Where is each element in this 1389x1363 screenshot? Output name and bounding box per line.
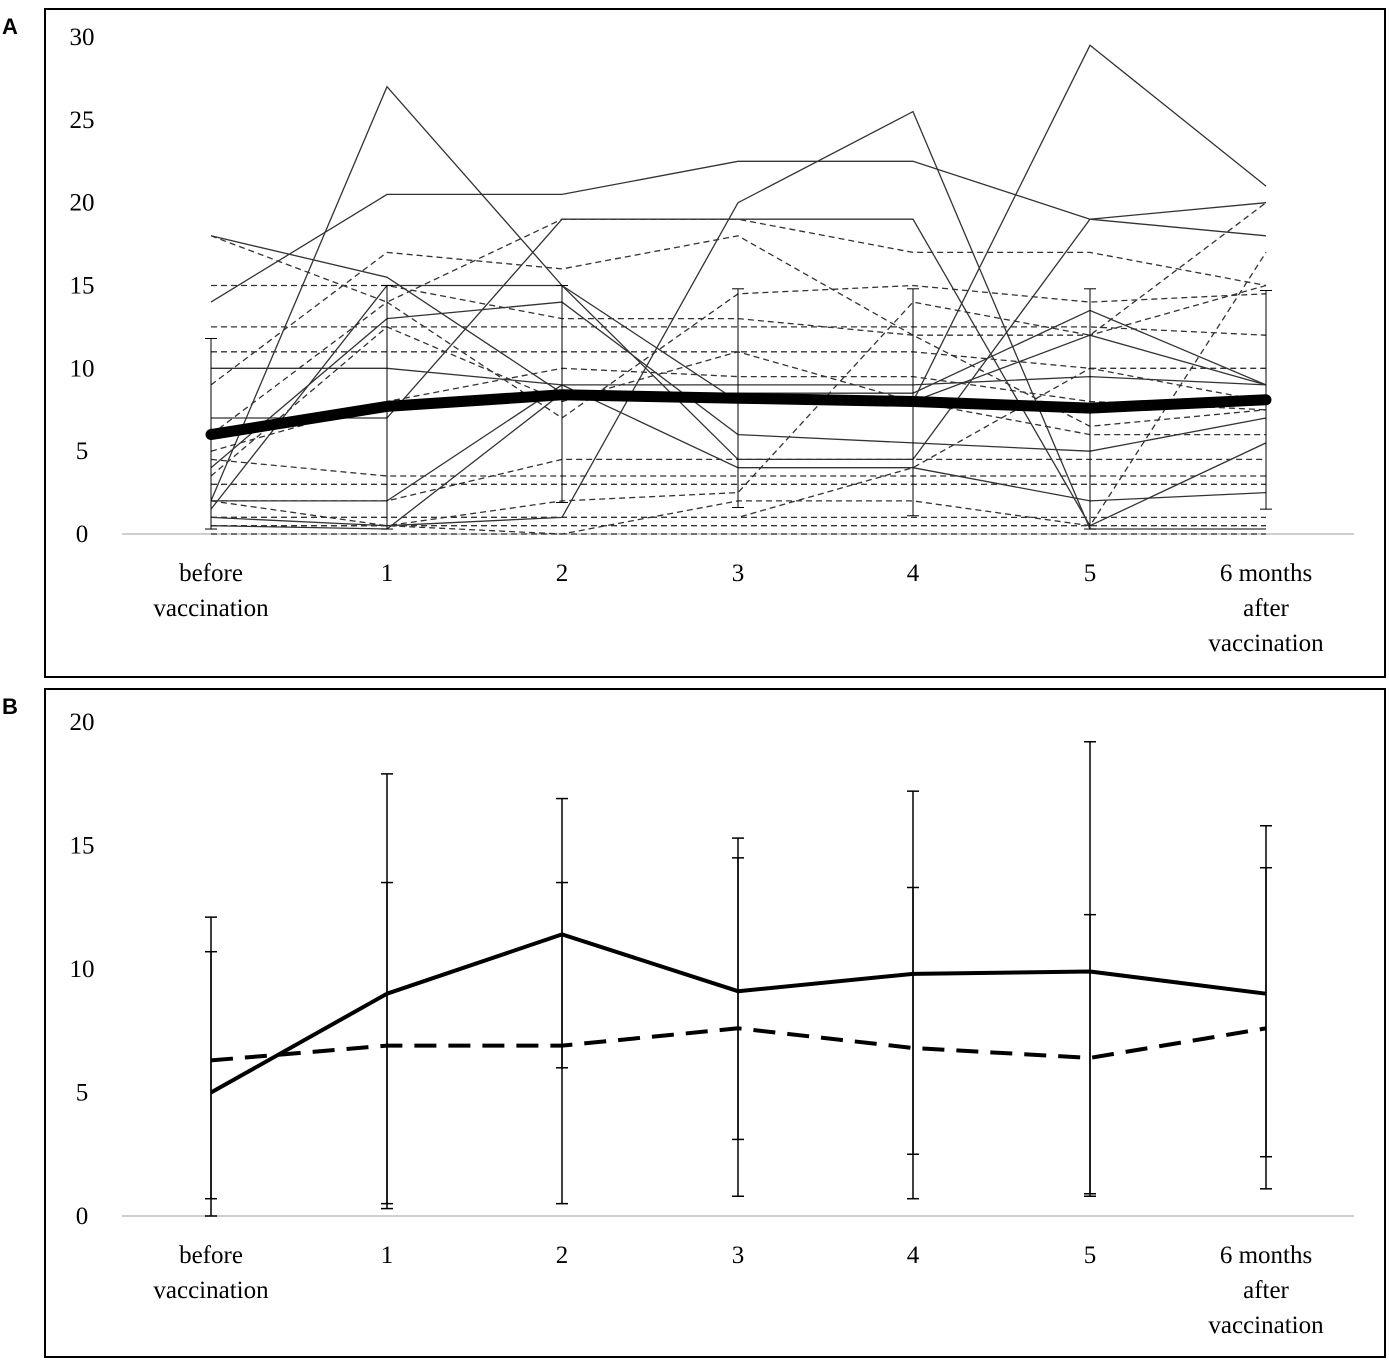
y-tick-label: 30	[70, 24, 95, 51]
y-tick-label: 0	[76, 1203, 89, 1230]
y-tick-label: 10	[70, 956, 95, 983]
panel-label-b: B	[2, 694, 18, 719]
x-tick-label: before	[179, 560, 243, 587]
x-tick-label: 5	[1084, 1242, 1097, 1269]
x-tick-label: 4	[907, 560, 920, 587]
y-tick-label: 5	[76, 438, 89, 465]
x-tick-label: 3	[732, 1242, 745, 1269]
x-tick-label: 3	[732, 560, 745, 587]
dashed-series-line	[210, 1026, 1267, 1063]
y-tick-label: 20	[70, 709, 95, 736]
mean-line	[205, 389, 1272, 441]
y-tick-label: 15	[70, 273, 95, 300]
x-tick-label: 6 months	[1220, 560, 1312, 587]
y-tick-label: 0	[76, 521, 89, 548]
x-tick-label: 5	[1084, 560, 1097, 587]
panel-label-a: A	[2, 14, 18, 39]
x-tick-label: after	[1243, 1277, 1289, 1304]
solid-series-line	[210, 932, 1267, 1095]
x-tick-label: vaccination	[1208, 630, 1324, 657]
x-tick-label: vaccination	[153, 595, 269, 622]
x-tick-label: vaccination	[153, 1277, 269, 1304]
individual-solid-line	[210, 160, 1267, 303]
individual-dashed-line	[210, 218, 1267, 303]
x-tick-label: 2	[556, 1242, 569, 1269]
y-tick-label: 15	[70, 833, 95, 860]
x-tick-label: after	[1243, 595, 1289, 622]
x-tick-label: before	[179, 1242, 243, 1269]
chart-panel-b	[44, 688, 1386, 1358]
y-tick-label: 20	[70, 190, 95, 217]
y-tick-label: 5	[76, 1080, 89, 1107]
x-tick-label: vaccination	[1208, 1312, 1324, 1339]
x-tick-label: 4	[907, 1242, 920, 1269]
x-tick-label: 1	[381, 560, 394, 587]
x-tick-label: 6 months	[1220, 1242, 1312, 1269]
x-tick-label: 2	[556, 560, 569, 587]
y-tick-label: 10	[70, 355, 95, 382]
x-tick-label: 1	[381, 1242, 394, 1269]
y-tick-label: 25	[70, 107, 95, 134]
